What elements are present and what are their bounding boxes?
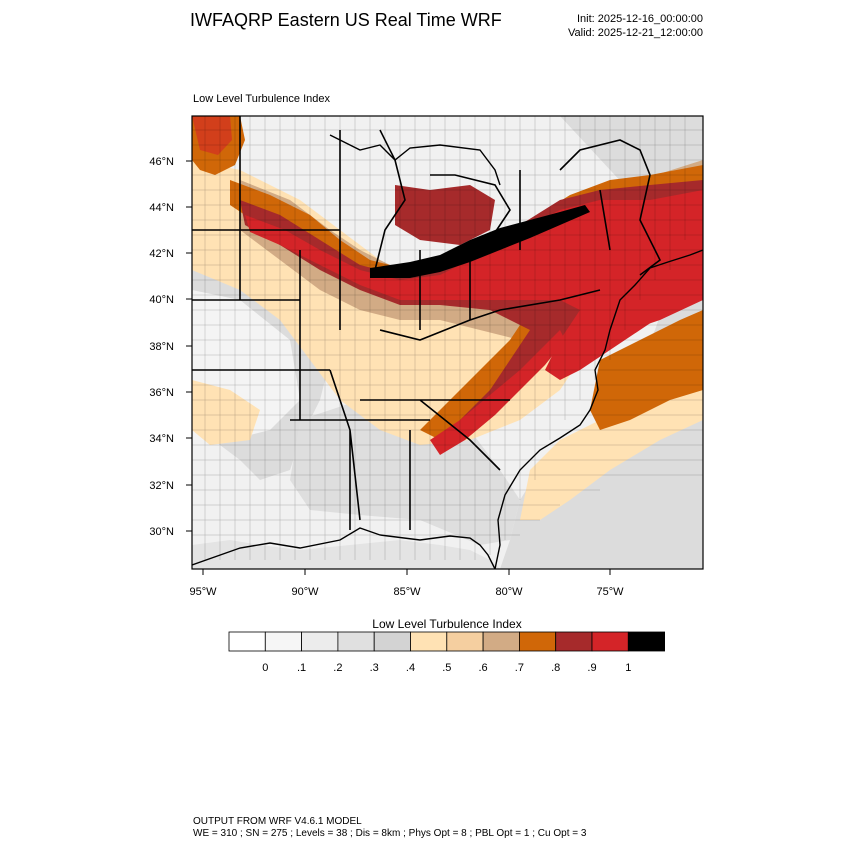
footer-model-line: OUTPUT FROM WRF V4.6.1 MODEL bbox=[193, 816, 362, 827]
colorbar-label: 0 bbox=[262, 662, 268, 674]
ocean-region bbox=[500, 116, 703, 569]
contour-0.5-southwest bbox=[192, 380, 260, 445]
colorbar-label: .9 bbox=[587, 662, 596, 674]
coastlines bbox=[192, 134, 703, 569]
footer-config-line: WE = 310 ; SN = 275 ; Levels = 38 ; Dis … bbox=[193, 828, 587, 839]
lat-tick-label: 38°N bbox=[149, 341, 174, 353]
colorbar-label: .4 bbox=[406, 662, 415, 674]
colorbar-swatch bbox=[264, 631, 302, 652]
colorbar-label: .1 bbox=[297, 662, 306, 674]
colorbar-label: .7 bbox=[515, 662, 524, 674]
lat-tick-label: 34°N bbox=[149, 433, 174, 445]
colorbar-swatch bbox=[555, 631, 593, 652]
colorbar-swatch bbox=[410, 631, 448, 652]
lat-axis: 46°N 44°N 42°N 40°N 38°N 36°N 34°N 32°N … bbox=[149, 156, 192, 538]
colorbar-label: .6 bbox=[479, 662, 488, 674]
lat-tick-label: 46°N bbox=[149, 156, 174, 168]
colorbar-swatch bbox=[301, 631, 339, 652]
lon-tick-label: 75°W bbox=[596, 586, 624, 598]
valid-time: Valid: 2025-12-21_12:00:00 bbox=[568, 27, 703, 39]
map-frame bbox=[191, 115, 704, 570]
init-time: Init: 2025-12-16_00:00:00 bbox=[577, 13, 703, 25]
gulf-region bbox=[192, 540, 500, 569]
lat-tick-label: 36°N bbox=[149, 387, 174, 399]
contour-1.0 bbox=[245, 190, 703, 380]
lat-tick-label: 32°N bbox=[149, 480, 174, 492]
colorbar-label: .8 bbox=[551, 662, 560, 674]
lon-tick-label: 80°W bbox=[495, 586, 523, 598]
lat-tick-label: 40°N bbox=[149, 294, 174, 306]
plot-title: IWFAQRP Eastern US Real Time WRF bbox=[190, 10, 502, 30]
lat-tick-label: 44°N bbox=[149, 202, 174, 214]
contour-0.9-northwest bbox=[192, 116, 232, 155]
colorbar-swatch bbox=[373, 631, 411, 652]
lat-tick-label: 42°N bbox=[149, 248, 174, 260]
lat-tick-label: 30°N bbox=[149, 526, 174, 538]
colorbar-swatch bbox=[228, 631, 266, 652]
state-boundaries bbox=[192, 116, 662, 530]
colorbar-swatch bbox=[337, 631, 375, 652]
colorbar-swatch bbox=[591, 631, 629, 652]
contour-1.0-appalachia bbox=[430, 330, 565, 455]
colorbar: 0 .1 .2 .3 .4 .5 .6 .7 .8 .9 1 bbox=[228, 631, 665, 674]
colorbar-swatch bbox=[446, 631, 484, 652]
colorbar-label: .3 bbox=[370, 662, 379, 674]
colorbar-swatch bbox=[627, 631, 665, 652]
colorbar-label: 1 bbox=[625, 662, 631, 674]
contour-max bbox=[370, 205, 590, 278]
lon-tick-label: 90°W bbox=[291, 586, 319, 598]
colorbar-swatch bbox=[482, 631, 520, 652]
lon-axis: 95°W 90°W 85°W 80°W 75°W bbox=[189, 569, 624, 598]
contour-0.5-offshore bbox=[520, 385, 703, 520]
lon-tick-label: 85°W bbox=[393, 586, 421, 598]
colorbar-title: Low Level Turbulence Index bbox=[372, 617, 522, 631]
contour-0.9-michigan bbox=[395, 185, 495, 245]
colorbar-label: .2 bbox=[333, 662, 342, 674]
contour-0.8-coast bbox=[590, 310, 703, 430]
colorbar-swatch bbox=[519, 631, 557, 652]
lon-tick-label: 95°W bbox=[189, 586, 217, 598]
map-area bbox=[192, 116, 703, 569]
colorbar-label: .5 bbox=[442, 662, 451, 674]
panel-label: Low Level Turbulence Index bbox=[193, 93, 330, 105]
